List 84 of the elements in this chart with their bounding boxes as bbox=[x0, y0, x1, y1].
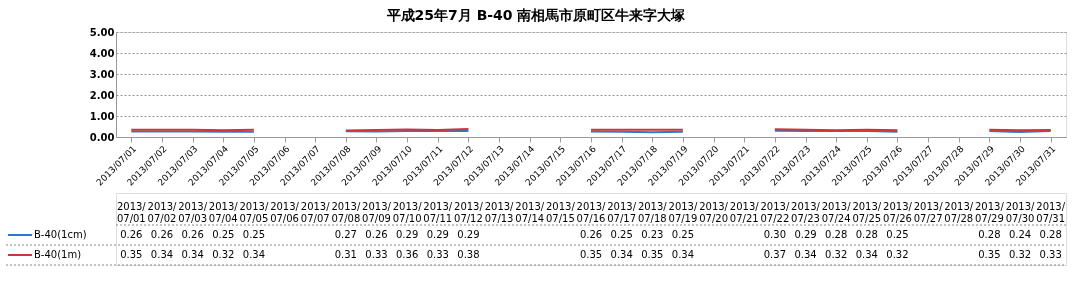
data-label: 0.25 bbox=[610, 229, 633, 240]
data-label: 0.29 bbox=[396, 229, 419, 240]
data-label: 0.30 bbox=[763, 229, 786, 240]
category-label: 2013/07/27 bbox=[913, 201, 943, 224]
y-tick-label: 4.00 bbox=[89, 47, 115, 59]
data-label: 0.25 bbox=[671, 229, 695, 240]
category-label: 2013/07/01 bbox=[116, 201, 146, 224]
category-label: 2013/07/28 bbox=[944, 201, 974, 224]
category-label: 2013/07/14 bbox=[515, 201, 545, 224]
category-label: 2013/07/29 bbox=[974, 201, 1004, 224]
data-label: 0.25 bbox=[242, 229, 266, 240]
category-label: 2013/07/23 bbox=[791, 201, 820, 224]
category-label: 2013/07/25 bbox=[852, 201, 882, 224]
data-label: 0.35 bbox=[641, 249, 664, 260]
data-label: 0.32 bbox=[825, 249, 848, 260]
data-label: 0.35 bbox=[120, 249, 143, 260]
category-label: 2013/07/08 bbox=[331, 201, 361, 224]
category-label: 2013/07/13 bbox=[484, 201, 514, 224]
category-label: 2013/07/03 bbox=[178, 201, 208, 224]
category-label: 2013/07/16 bbox=[576, 201, 606, 224]
category-label: 2013/07/10 bbox=[392, 201, 422, 224]
data-label: 0.36 bbox=[396, 249, 419, 260]
chart-title: 平成25年7月 B-40 南相馬市原町区牛来字大塚 bbox=[385, 6, 687, 23]
data-label: 0.35 bbox=[579, 249, 603, 260]
data-label: 0.24 bbox=[1008, 229, 1032, 240]
category-label: 2013/07/12 bbox=[454, 201, 483, 224]
category-label: 2013/07/24 bbox=[821, 201, 851, 224]
category-label: 2013/07/21 bbox=[729, 201, 759, 224]
data-label: 0.32 bbox=[886, 249, 909, 260]
data-label: 0.35 bbox=[978, 249, 1001, 260]
category-label: 2013/07/26 bbox=[883, 201, 912, 224]
data-label: 0.29 bbox=[426, 229, 449, 240]
legend-label: B-40(1m) bbox=[34, 249, 82, 260]
data-label: 0.34 bbox=[610, 249, 633, 260]
y-tick-label: 3.00 bbox=[89, 68, 115, 80]
data-label: 0.26 bbox=[120, 229, 143, 240]
category-label: 2013/07/11 bbox=[423, 201, 453, 224]
data-label: 0.37 bbox=[763, 249, 786, 260]
category-label: 2013/07/04 bbox=[208, 201, 238, 224]
data-label: 0.23 bbox=[641, 229, 664, 240]
data-label: 0.33 bbox=[426, 249, 449, 260]
data-label: 0.27 bbox=[334, 229, 357, 240]
legend-label: B-40(1cm) bbox=[34, 229, 87, 240]
category-label: 2013/07/19 bbox=[668, 201, 698, 224]
data-label: 0.28 bbox=[825, 229, 848, 240]
data-label: 0.29 bbox=[794, 229, 817, 240]
data-label: 0.34 bbox=[181, 249, 204, 260]
data-label: 0.26 bbox=[579, 229, 603, 240]
data-label: 0.33 bbox=[1039, 249, 1062, 260]
data-label: 0.34 bbox=[671, 249, 695, 260]
y-tick-label: 5.00 bbox=[89, 26, 115, 38]
category-label: 2013/07/18 bbox=[637, 201, 667, 224]
data-label: 0.28 bbox=[1039, 229, 1062, 240]
category-label: 2013/07/20 bbox=[699, 201, 728, 224]
data-label: 0.34 bbox=[242, 249, 266, 260]
data-label: 0.38 bbox=[457, 249, 480, 260]
data-label: 0.26 bbox=[181, 229, 204, 240]
y-tick-label: 0.00 bbox=[89, 131, 115, 143]
y-tick-label: 1.00 bbox=[89, 110, 115, 122]
data-label: 0.28 bbox=[978, 229, 1001, 240]
data-label: 0.32 bbox=[212, 249, 235, 260]
category-label: 2013/07/15 bbox=[545, 201, 575, 224]
data-label: 0.34 bbox=[150, 249, 174, 260]
category-label: 2013/07/05 bbox=[239, 201, 269, 224]
category-label: 2013/07/31 bbox=[1036, 201, 1066, 224]
data-label: 0.25 bbox=[886, 229, 909, 240]
data-label: 0.32 bbox=[1008, 249, 1032, 260]
data-label: 0.34 bbox=[794, 249, 817, 260]
data-label: 0.29 bbox=[457, 229, 480, 240]
data-label: 0.33 bbox=[365, 249, 388, 260]
category-label: 2013/07/07 bbox=[300, 201, 330, 224]
category-label: 2013/07/22 bbox=[760, 201, 790, 224]
data-label: 0.31 bbox=[334, 249, 357, 260]
data-label: 0.25 bbox=[212, 229, 235, 240]
category-label: 2013/07/06 bbox=[270, 201, 299, 224]
data-label: 0.26 bbox=[150, 229, 174, 240]
category-label: 2013/07/02 bbox=[147, 201, 177, 224]
data-label: 0.28 bbox=[855, 229, 878, 240]
y-tick-label: 2.00 bbox=[89, 89, 115, 101]
data-label: 0.34 bbox=[855, 249, 878, 260]
data-label: 0.26 bbox=[365, 229, 388, 240]
category-label: 2013/07/09 bbox=[362, 201, 391, 224]
category-label: 2013/07/30 bbox=[1005, 201, 1035, 224]
category-label: 2013/07/17 bbox=[607, 201, 637, 224]
